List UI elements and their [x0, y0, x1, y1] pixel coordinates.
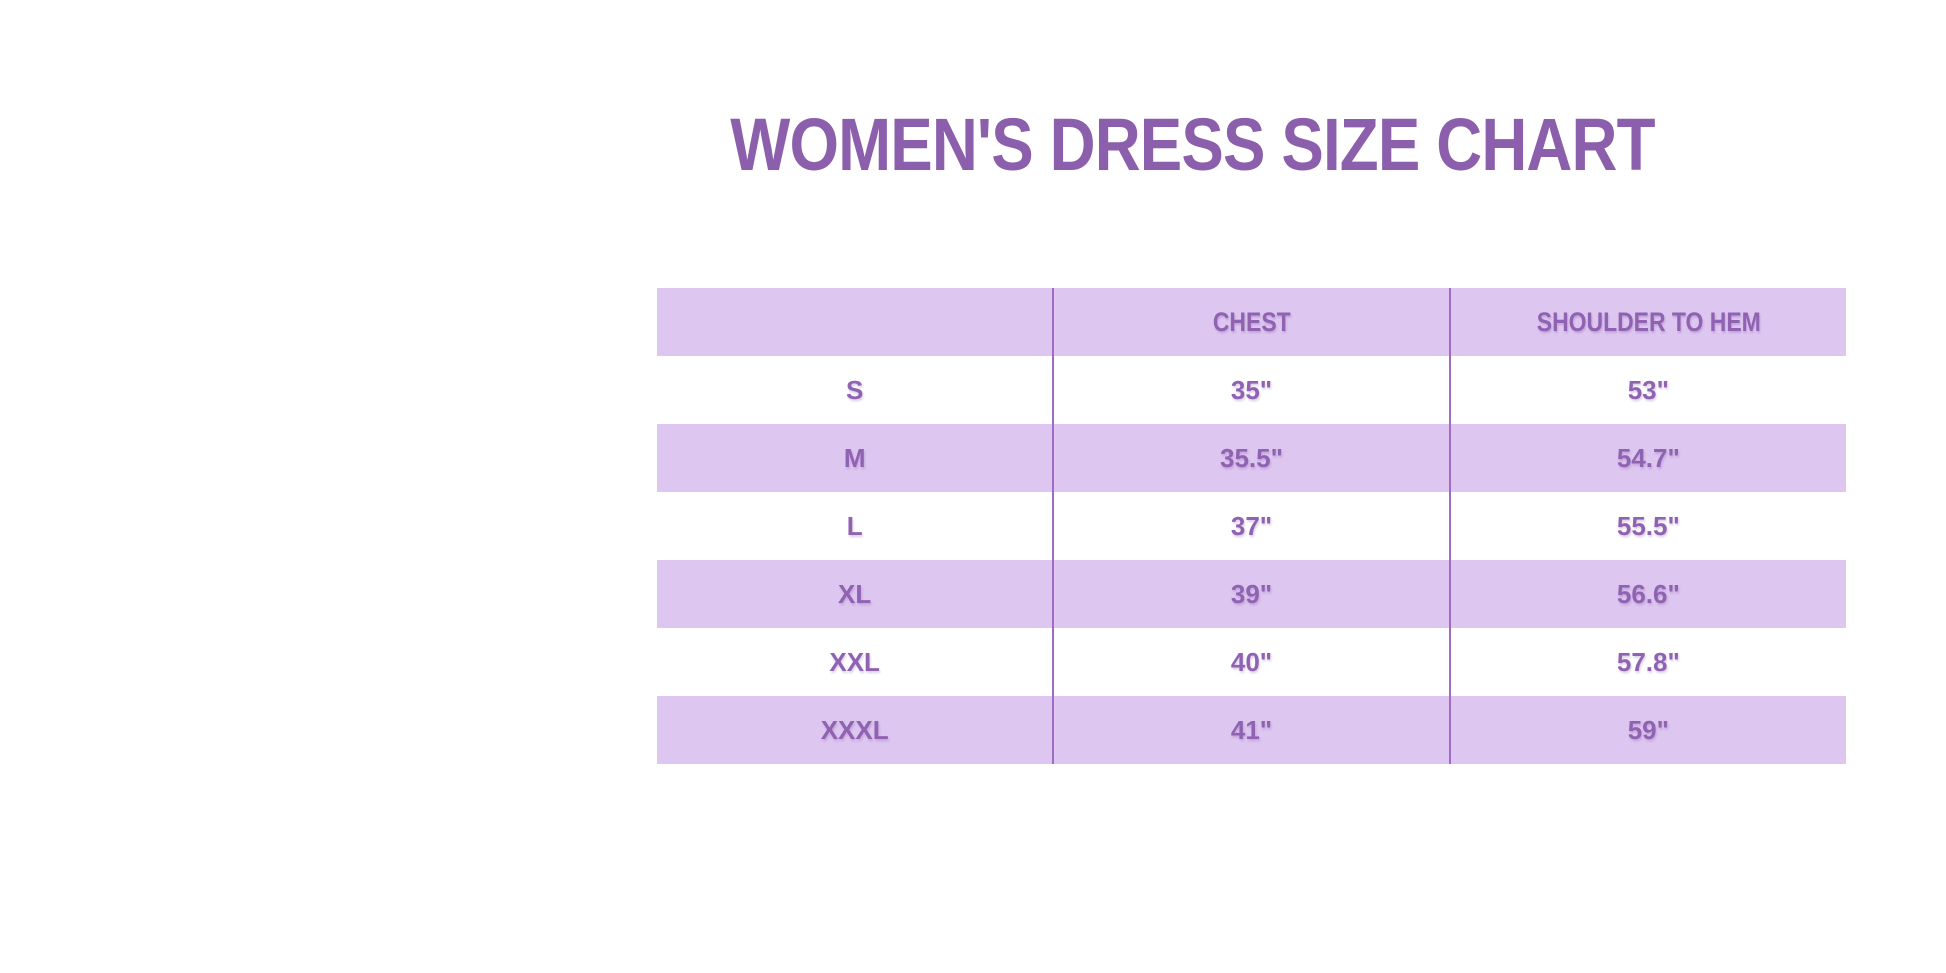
page-title: WOMEN'S DRESS SIZE CHART: [0, 93, 1946, 197]
table-row-s: S 35" 53": [657, 356, 1846, 424]
chest-cell: 35": [1052, 356, 1450, 424]
table-row-xxl: XXL 40" 57.8": [657, 628, 1846, 696]
page-title-text: WOMEN'S DRESS SIZE CHART: [729, 103, 1655, 187]
size-cell: S: [845, 374, 864, 405]
shoulder-to-hem-column-header: SHOULDER TO HEM: [1448, 288, 1846, 356]
shoulder-to-hem-cell: 59": [1448, 696, 1846, 764]
chest-cell: 40": [1052, 628, 1450, 696]
table-row-xl: XL 39" 56.6": [657, 560, 1846, 628]
size-cell: XXXL: [820, 714, 889, 745]
size-cell: XXL: [829, 646, 880, 677]
table-row-xxxl: XXXL 41" 59": [657, 696, 1846, 764]
shoulder-to-hem-cell: 56.6": [1448, 560, 1846, 628]
chest-cell: 37": [1052, 492, 1450, 560]
shoulder-to-hem-cell: 54.7": [1448, 424, 1846, 492]
size-column-header: [657, 288, 1053, 356]
chest-cell: 35.5": [1052, 424, 1450, 492]
table-row-l: L 37" 55.5": [657, 492, 1846, 560]
chest-cell: 39": [1052, 560, 1450, 628]
chest-cell: 41": [1052, 696, 1450, 764]
shoulder-to-hem-cell: 55.5": [1448, 492, 1846, 560]
size-cell: M: [843, 442, 866, 473]
size-chart-table: CHEST SHOULDER TO HEM S 35" 53" M 35.5" …: [657, 288, 1846, 764]
chest-column-header: CHEST: [1052, 288, 1450, 356]
table-header-row: CHEST SHOULDER TO HEM: [657, 288, 1846, 356]
size-cell: XL: [838, 578, 872, 609]
table-row-m: M 35.5" 54.7": [657, 424, 1846, 492]
shoulder-to-hem-cell: 57.8": [1448, 628, 1846, 696]
size-cell: L: [846, 510, 863, 541]
shoulder-to-hem-cell: 53": [1448, 356, 1846, 424]
